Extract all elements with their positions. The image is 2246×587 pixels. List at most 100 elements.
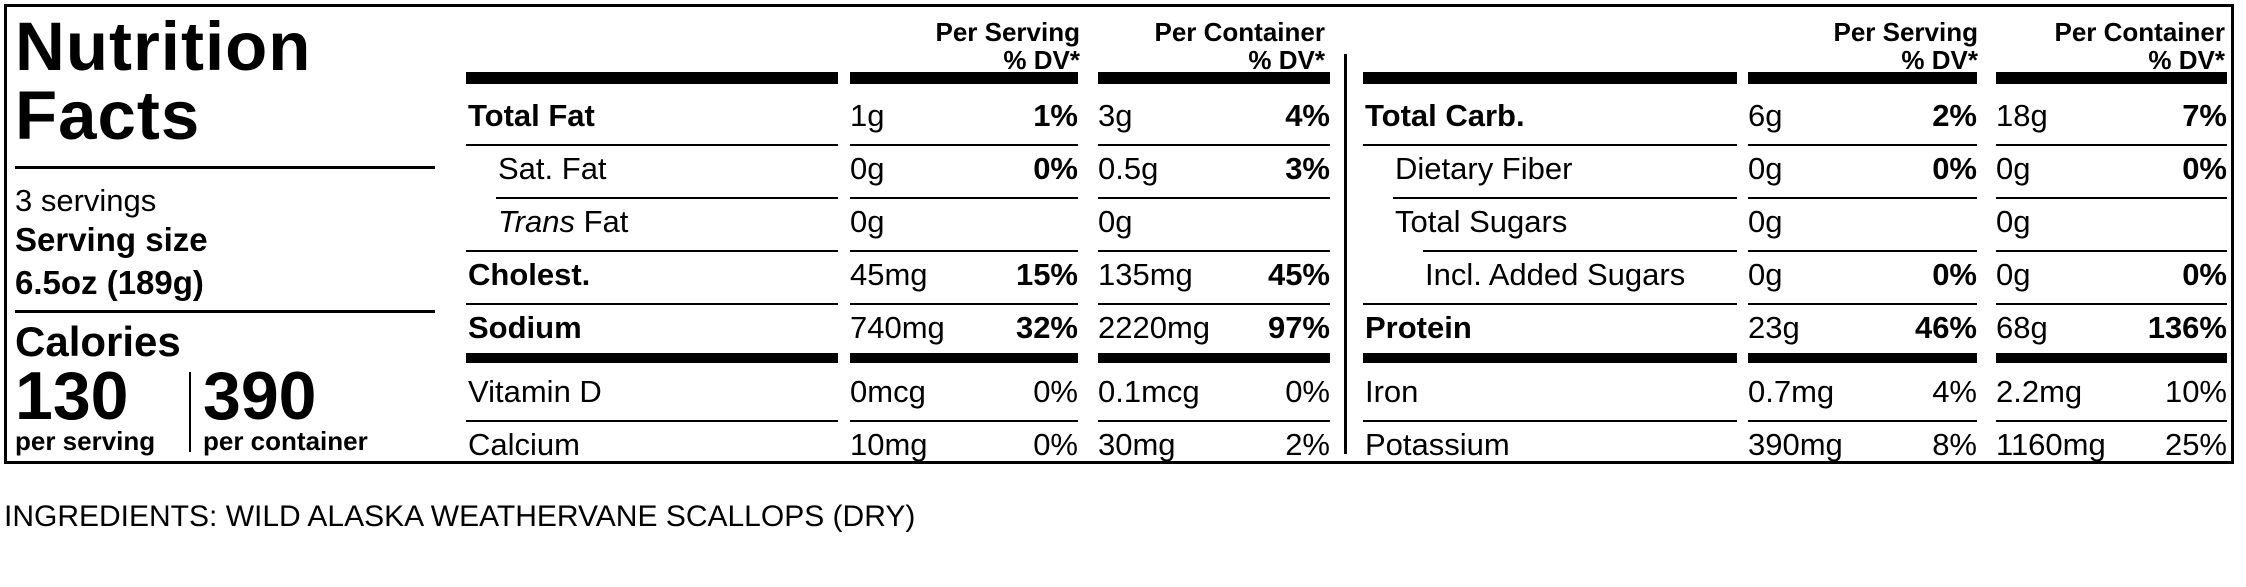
per-serving-amount: 0g (1748, 204, 1783, 239)
thick-row-rule (1996, 353, 2227, 363)
nutrient-name-text: Sodium (468, 310, 582, 345)
per-serving-dv: 32% (1015, 310, 1078, 345)
per-container-amount: 3g (1098, 98, 1133, 133)
per-serving-amount: 10mg (850, 427, 928, 462)
per-serving-amount: 1g (850, 98, 885, 133)
right-per-container-header: Per Container % DV* (1985, 18, 2226, 75)
row-rule (1748, 144, 1977, 146)
serving-size-value: 6.5oz (189g) (15, 264, 204, 301)
right-top-thick-rule (1748, 72, 1977, 84)
right-per-serving-header: Per Serving % DV* (1738, 18, 1978, 74)
nutrient-name: Iron (1365, 374, 1418, 410)
left-per-serving-title: Per Serving (935, 17, 1080, 47)
right-per-container-dv: % DV* (2148, 45, 2225, 75)
row-rule (1748, 303, 1977, 305)
thick-row-rule (1748, 353, 1977, 363)
per-container-amount: 2.2mg (1996, 374, 2083, 409)
nutrient-name-text: Incl. Added Sugars (1425, 257, 1686, 292)
per-serving-amount: 0.7mg (1748, 374, 1835, 409)
row-rule (1748, 250, 1977, 252)
nutrient-name: Sat. Fat (498, 151, 607, 187)
nutrient-name: Total Carb. (1365, 98, 1525, 134)
row-rule (1996, 144, 2227, 146)
calories-per-serving: 130 (15, 358, 129, 434)
per-serving-dv: 0% (1033, 374, 1078, 409)
row-rule (466, 144, 838, 146)
nutrient-name-text: Vitamin D (468, 374, 602, 409)
nutrient-name: Incl. Added Sugars (1425, 257, 1685, 293)
nutrient-name-text: Fat (574, 204, 629, 239)
row-rule (466, 303, 838, 305)
row-rule (1098, 197, 1330, 199)
row-rule (1748, 197, 1977, 199)
per-serving-amount: 390mg (1748, 427, 1843, 462)
left-per-container-title: Per Container (1154, 17, 1326, 47)
nutrient-name: Sodium (468, 310, 582, 346)
per-serving-dv: 15% (1015, 257, 1078, 292)
per-container-dv: 10% (2164, 374, 2227, 409)
thick-row-rule (1098, 353, 1330, 363)
row-rule (1098, 144, 1330, 146)
nutrient-name-text: Total Fat (468, 98, 595, 133)
row-rule (1098, 250, 1330, 252)
per-container-amount: 0g (1996, 151, 2031, 186)
calories-per-container: 390 (203, 358, 317, 434)
nutrient-name: Calcium (468, 427, 580, 463)
per-container-dv: 0% (2182, 151, 2227, 186)
row-rule (850, 197, 1078, 199)
left-per-serving-header: Per Serving % DV* (840, 18, 1080, 74)
per-serving-amount: 6g (1748, 98, 1783, 133)
row-rule (1363, 303, 1737, 305)
per-serving-dv: 1% (1033, 98, 1078, 133)
nutrient-name-text: Sat. Fat (498, 151, 607, 186)
per-container-dv: 7% (2182, 98, 2227, 133)
nutrient-name: Cholest. (468, 257, 590, 293)
title-line-1: Nutrition (15, 8, 312, 85)
per-serving-dv: 0% (1033, 427, 1078, 462)
per-container-amount: 0.1mcg (1098, 374, 1200, 409)
nutrient-name-text: Total Sugars (1395, 204, 1568, 239)
row-rule (466, 420, 838, 422)
per-container-dv: 136% (2147, 310, 2227, 345)
row-rule (1363, 420, 1737, 422)
per-container-caption: per container (203, 426, 368, 456)
per-container-amount: 1160mg (1996, 427, 2106, 462)
row-rule (1423, 250, 1737, 252)
nutrient-name: Total Sugars (1395, 204, 1567, 240)
row-rule (850, 303, 1078, 305)
per-serving-amount: 0g (850, 204, 885, 239)
thick-row-rule (850, 353, 1078, 363)
row-rule (1363, 144, 1737, 146)
nutrient-name-text: Potassium (1365, 427, 1510, 462)
servings-count: 3 servings (15, 183, 157, 218)
per-container-amount: 30mg (1098, 427, 1176, 462)
serving-size-label: Serving size (15, 221, 208, 258)
per-serving-amount: 23g (1748, 310, 1800, 345)
per-container-amount: 0g (1996, 257, 2031, 292)
nutrient-name-text: Cholest. (468, 257, 591, 292)
left-top-thick-rule (466, 72, 838, 84)
nutrient-name: Potassium (1365, 427, 1510, 463)
row-rule (1996, 250, 2227, 252)
nutrient-name: Total Fat (468, 98, 595, 134)
right-top-thick-rule (1363, 72, 1737, 84)
row-rule (1098, 420, 1330, 422)
thick-row-rule (466, 353, 838, 363)
per-container-amount: 0g (1996, 204, 2031, 239)
nutrient-name: Trans Fat (498, 204, 628, 240)
row-rule (496, 197, 838, 199)
per-container-amount: 18g (1996, 98, 2048, 133)
left-per-serving-dv: % DV* (1003, 45, 1080, 75)
title-line-2: Facts (15, 77, 201, 154)
left-per-container-dv: % DV* (1248, 45, 1325, 75)
per-container-dv: 0% (2182, 257, 2227, 292)
title-rule (15, 166, 435, 169)
per-container-dv: 25% (2164, 427, 2227, 462)
per-serving-dv: 0% (1033, 151, 1078, 186)
per-container-amount: 2220mg (1098, 310, 1211, 345)
per-serving-amount: 0mcg (850, 374, 926, 409)
per-container-dv: 3% (1285, 151, 1330, 186)
left-top-thick-rule (850, 72, 1078, 84)
left-top-thick-rule (1098, 72, 1330, 84)
row-rule (1996, 197, 2227, 199)
